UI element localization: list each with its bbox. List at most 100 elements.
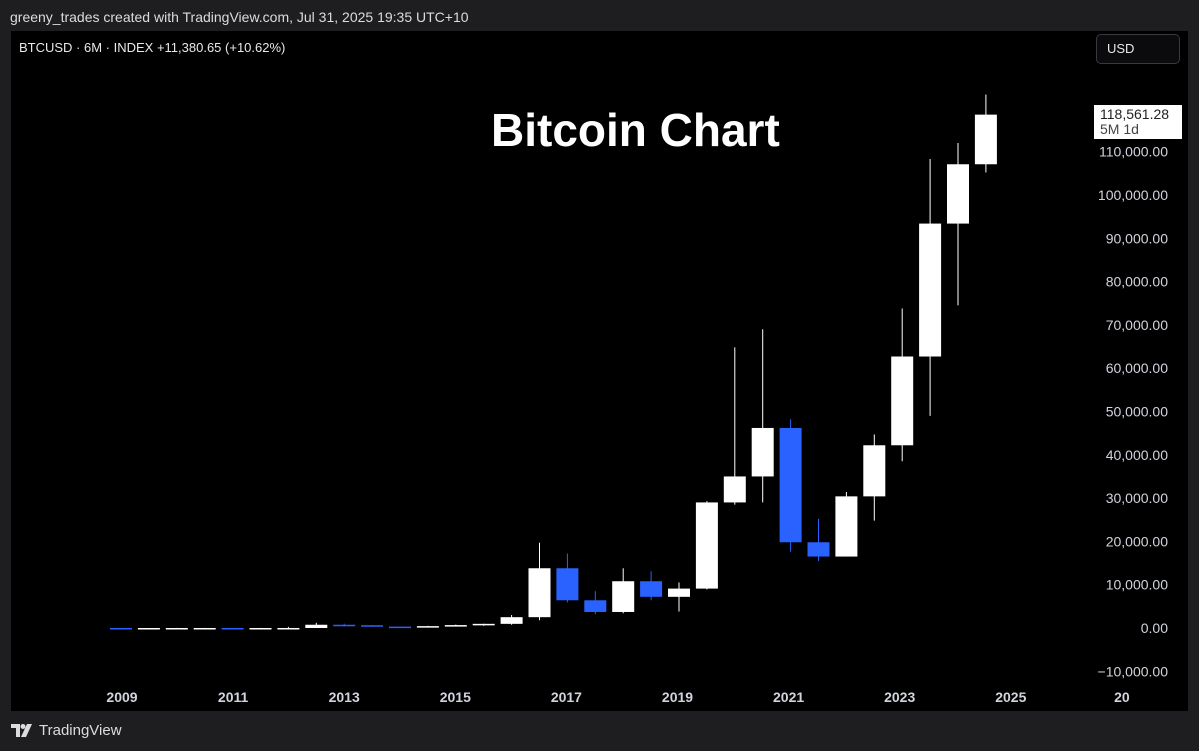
candle[interactable]: [389, 626, 411, 629]
candle[interactable]: [751, 329, 774, 503]
candle-body: [668, 588, 690, 597]
candle[interactable]: [305, 622, 328, 628]
candle-body: [835, 496, 858, 557]
footer-brand[interactable]: TradingView: [11, 722, 122, 739]
candle[interactable]: [137, 628, 160, 630]
candle[interactable]: [863, 434, 886, 521]
x-tick-label: 2019: [662, 689, 693, 705]
candle[interactable]: [444, 624, 467, 627]
candle-body: [723, 476, 746, 503]
candle[interactable]: [221, 627, 244, 630]
candle[interactable]: [277, 626, 300, 630]
last-price-label: 118,561.28 5M 1d: [1094, 105, 1182, 139]
candle-body: [807, 542, 830, 557]
candle[interactable]: [947, 143, 969, 306]
candle-body: [695, 502, 718, 589]
candle-body: [444, 625, 467, 627]
candle-body: [528, 568, 551, 618]
candle[interactable]: [333, 623, 356, 627]
candle-body: [193, 628, 216, 630]
candle-body: [249, 628, 272, 630]
candle-body: [165, 628, 188, 630]
candle-body: [305, 624, 328, 628]
candle-body: [863, 445, 886, 497]
chart-title: Bitcoin Chart: [491, 104, 780, 156]
candle-body: [779, 427, 802, 543]
candle[interactable]: [165, 627, 188, 630]
tradingview-logo-icon: [11, 723, 32, 737]
candle-body: [110, 628, 132, 630]
time-axis: 2009 2011 2013 2015 2017 2019 2021 2023 2025 20: [106, 689, 1129, 705]
x-tick-label: 2021: [773, 689, 804, 705]
candle[interactable]: [500, 615, 523, 625]
y-tick-label: −10,000.00: [1098, 663, 1169, 679]
candle-body: [137, 628, 160, 630]
candle[interactable]: [528, 542, 551, 621]
y-tick-label: 80,000.00: [1106, 274, 1168, 290]
y-tick-label: 90,000.00: [1106, 230, 1168, 246]
last-price-value: 118,561.28: [1100, 106, 1170, 122]
candle[interactable]: [835, 492, 858, 557]
symbol-info[interactable]: BTCUSD · 6M · INDEX +11,380.65 (+10.62%): [19, 40, 286, 55]
price-axis: −10,000.00 0.00 10,000.00 20,000.00 30,000.0…: [1098, 144, 1169, 680]
candle-body: [584, 600, 607, 612]
candle-body: [472, 623, 495, 626]
currency-button[interactable]: USD: [1096, 34, 1180, 64]
y-tick-label: 40,000.00: [1106, 447, 1168, 463]
candle-body: [974, 114, 997, 165]
candle[interactable]: [556, 553, 579, 603]
candle-body: [221, 628, 244, 630]
x-tick-label: 2009: [106, 689, 137, 705]
x-tick-label: 2017: [551, 689, 582, 705]
candle[interactable]: [584, 591, 607, 615]
candle[interactable]: [695, 501, 718, 590]
candle-body: [751, 427, 774, 477]
candle-body: [919, 223, 942, 357]
y-tick-label: 60,000.00: [1106, 360, 1168, 376]
y-tick-label: 100,000.00: [1098, 187, 1168, 203]
chart-panel[interactable]: −10,000.00 0.00 10,000.00 20,000.00 30,000.0…: [11, 31, 1188, 711]
y-tick-label: 110,000.00: [1099, 144, 1168, 160]
candle[interactable]: [640, 571, 663, 601]
chart-caption: greeny_trades created with TradingView.c…: [10, 9, 469, 25]
candle-body: [947, 164, 969, 224]
candle[interactable]: [919, 159, 942, 416]
y-tick-label: 70,000.00: [1106, 317, 1168, 333]
x-tick-label: 20: [1114, 689, 1130, 705]
candle-body: [416, 626, 439, 628]
candle[interactable]: [807, 518, 830, 561]
x-tick-label: 2025: [995, 689, 1026, 705]
y-tick-label: 20,000.00: [1106, 533, 1168, 549]
x-tick-label: 2013: [329, 689, 360, 705]
candle-body: [500, 617, 523, 624]
candle[interactable]: [110, 628, 132, 630]
candle-body: [891, 356, 914, 446]
candle[interactable]: [612, 568, 635, 614]
candle[interactable]: [193, 627, 216, 630]
candle-body: [640, 581, 663, 597]
candles-group: [110, 94, 997, 630]
footer-brand-text: TradingView: [39, 722, 122, 739]
candle[interactable]: [361, 624, 384, 627]
y-tick-label: 10,000.00: [1106, 577, 1168, 593]
candle[interactable]: [779, 419, 802, 552]
x-tick-label: 2015: [440, 689, 471, 705]
candle[interactable]: [249, 627, 272, 630]
candle-body: [333, 624, 356, 627]
candle-body: [361, 625, 384, 627]
candle[interactable]: [472, 623, 495, 626]
candle-body: [556, 568, 579, 601]
candle[interactable]: [723, 347, 746, 505]
y-tick-label: 0.00: [1141, 620, 1168, 636]
candle[interactable]: [668, 582, 690, 612]
candle[interactable]: [974, 94, 997, 173]
candle-body: [277, 628, 300, 630]
candle-body: [389, 626, 411, 629]
candle[interactable]: [416, 625, 439, 628]
candle[interactable]: [891, 308, 914, 462]
candlestick-chart: −10,000.00 0.00 10,000.00 20,000.00 30,000.0…: [106, 94, 1169, 705]
x-tick-label: 2011: [218, 689, 249, 705]
last-price-timeframe: 5M 1d: [1100, 121, 1139, 137]
x-tick-label: 2023: [884, 689, 915, 705]
y-tick-label: 50,000.00: [1106, 404, 1168, 420]
